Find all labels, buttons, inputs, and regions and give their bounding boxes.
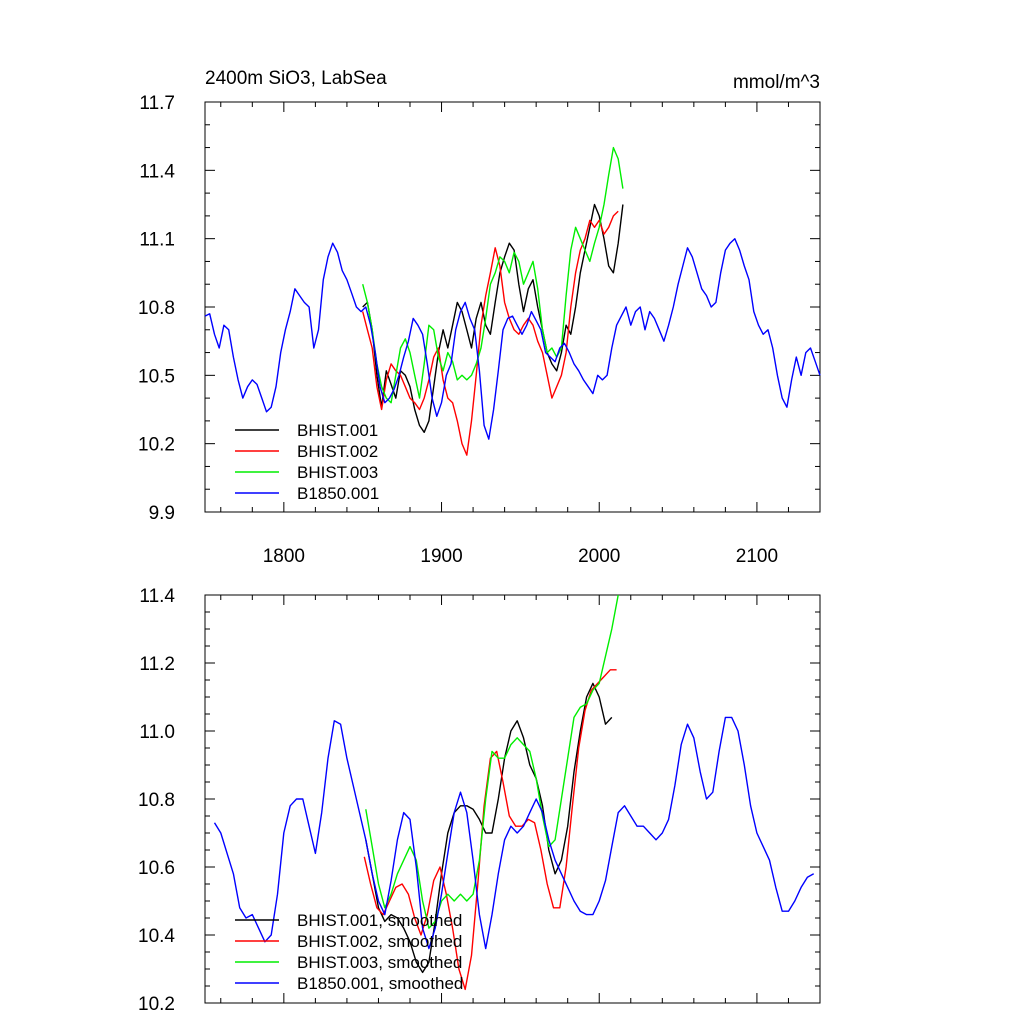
y-tick-label: 11.7 — [139, 93, 175, 114]
legend-label: B1850.001 — [297, 484, 379, 503]
y-tick-label: 11.2 — [139, 654, 175, 675]
legend-label: BHIST.003, smoothed — [297, 953, 462, 972]
legend-label: B1850.001, smoothed — [297, 974, 463, 993]
lower-chart: 10.2 10.4 10.6 10.8 11.0 11.2 11.4 BHIST.001, s… — [138, 586, 821, 1015]
chart-title: 2400m SiO3, LabSea — [205, 68, 387, 89]
series-line-bhist-003 — [362, 146, 624, 404]
y-tick-label: 11.1 — [139, 230, 175, 251]
legend-label: BHIST.002 — [297, 442, 378, 461]
y-tick-label: 11.4 — [139, 586, 175, 607]
x-tick-label: 2000 — [578, 546, 620, 567]
x-tick-label: 2100 — [736, 546, 778, 567]
y-tick-label: 10.6 — [138, 858, 175, 879]
legend-label: BHIST.001 — [297, 421, 378, 440]
y-tick-label: 10.5 — [138, 366, 175, 387]
legend-label: BHIST.001, smoothed — [297, 911, 462, 930]
y-tick-label: 10.8 — [138, 298, 175, 319]
y-tick-label: 10.4 — [138, 926, 175, 947]
series-line-bhist-003-smoothed — [365, 594, 619, 929]
y-tick-label: 11.4 — [139, 161, 175, 182]
units-label: mmol/m^3 — [733, 72, 820, 93]
y-tick-label: 9.9 — [149, 503, 175, 524]
y-tick-label: 10.8 — [138, 790, 175, 811]
series-line-bhist-002 — [362, 210, 619, 456]
series-line-b1850-001 — [204, 238, 821, 440]
series-line-bhist-001 — [362, 203, 624, 433]
legend-label: BHIST.002, smoothed — [297, 932, 462, 951]
x-tick-label: 1800 — [263, 546, 305, 567]
y-tick-label: 11.0 — [139, 722, 175, 743]
legend-label: BHIST.003 — [297, 463, 378, 482]
series-line-b1850-001-smoothed — [213, 716, 815, 950]
upper-chart: 9.9 10.2 10.5 10.8 11.1 11.4 11.7 1800 1900 2000 2… — [138, 68, 821, 567]
y-tick-label: 10.2 — [138, 994, 175, 1015]
y-tick-label: 10.2 — [138, 435, 175, 456]
series-line-bhist-001-smoothed — [365, 682, 613, 974]
x-tick-label: 1900 — [420, 546, 462, 567]
